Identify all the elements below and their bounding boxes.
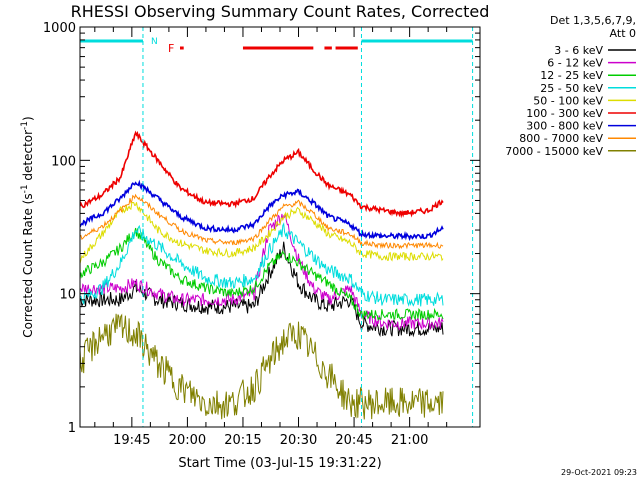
chart-title: RHESSI Observing Summary Count Rates, Co…: [71, 2, 490, 21]
y-tick-label-1: 10: [59, 288, 76, 303]
y-axis-label-mid: detector: [21, 130, 35, 185]
series-line-0: [80, 241, 444, 338]
y-tick-label-3: 1000: [43, 21, 76, 36]
night-label: N: [151, 37, 158, 47]
y-axis-label-sup1: -1: [20, 184, 30, 193]
y-axis-label: Corrected Count Rate (s-1 detector-1): [20, 116, 35, 337]
series-line-4: [80, 201, 444, 264]
series-line-8: [80, 313, 444, 420]
y-axis-label-main: Corrected Count Rate (s: [21, 193, 35, 337]
series-line-6: [80, 179, 444, 242]
legend-label-4: 50 - 100 keV: [533, 94, 603, 107]
legend-label-0: 3 - 6 keV: [554, 44, 603, 57]
x-tick-label-0: 19:45: [113, 433, 150, 448]
flare-label: F: [168, 42, 174, 55]
legend-label-2: 12 - 25 keV: [540, 69, 603, 82]
plot-frame: [79, 26, 481, 428]
legend-header-line2: Att 0: [610, 27, 636, 40]
series-line-2: [80, 227, 444, 322]
legend-label-6: 300 - 800 keV: [526, 120, 603, 133]
y-tick-label-2: 100: [51, 154, 76, 169]
legend-label-5: 100 - 300 keV: [526, 107, 603, 120]
footer-timestamp: 29-Oct-2021 09:23: [561, 468, 637, 477]
legend-header-line1: Det 1,3,5,6,7,9,: [550, 14, 636, 27]
legend-label-3: 25 - 50 keV: [540, 82, 603, 95]
x-axis-label: Start Time (03-Jul-15 19:31:22): [178, 456, 381, 471]
x-tick-label-3: 20:30: [280, 433, 317, 448]
series-line-5: [80, 130, 444, 219]
y-axis-label-end: ): [21, 116, 35, 121]
legend-label-1: 6 - 12 keV: [547, 57, 603, 70]
series-line-7: [80, 193, 444, 250]
legend-label-8: 7000 - 15000 keV: [505, 145, 603, 158]
x-tick-label-5: 21:00: [391, 433, 428, 448]
series-line-3: [80, 222, 444, 307]
x-tick-label-1: 20:00: [169, 433, 206, 448]
x-tick-label-2: 20:15: [224, 433, 261, 448]
x-tick-label-4: 20:45: [335, 433, 372, 448]
y-axis-label-sup2: -1: [20, 121, 30, 130]
legend-label-7: 800 - 7000 keV: [519, 132, 603, 145]
y-tick-label-0: 1: [68, 421, 76, 436]
